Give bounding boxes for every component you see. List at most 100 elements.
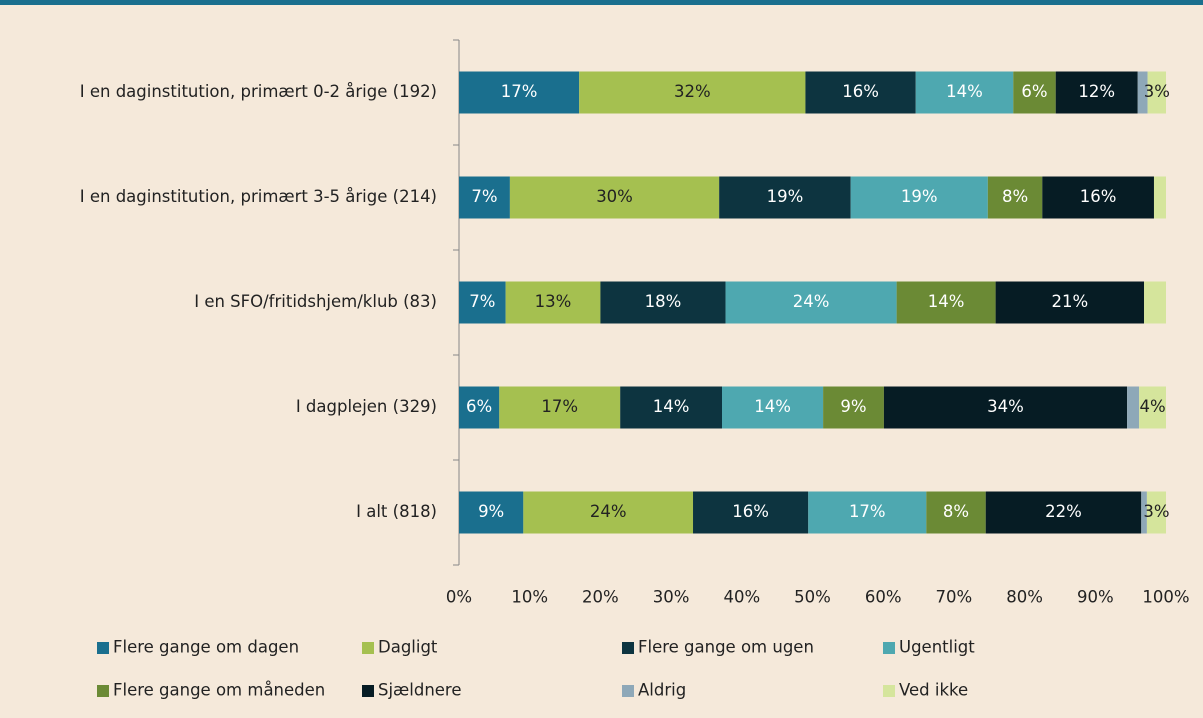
bar-segment [459,386,500,429]
bar-segment [883,386,1128,429]
bar-segment [1013,71,1056,114]
bar-segment [808,491,927,534]
data-label: 21% [1052,292,1089,311]
legend-swatch [883,685,895,697]
bar-segment [505,281,601,324]
bar-segment [1144,281,1166,324]
bar-segment [509,176,720,219]
bar-segment [805,71,916,114]
bar-segment [896,281,996,324]
bar-segment [1139,386,1166,429]
legend-label: Dagligt [378,638,438,657]
bar-segment [1055,71,1138,114]
bar-segment [459,176,510,219]
legend-swatch [362,685,374,697]
legend-label: Aldrig [638,681,686,700]
x-tick-label: 40% [723,588,760,607]
legend-label: Ugentligt [899,638,975,657]
category-label: I dagplejen (329) [296,397,437,416]
data-label: 16% [1080,187,1117,206]
bar-segment [1127,386,1140,429]
x-tick-label: 90% [1077,588,1114,607]
data-label: 22% [1045,502,1082,521]
data-label: 8% [943,502,969,521]
bar-segment [926,491,986,534]
bar-segment [1137,71,1148,114]
bar-segment [987,176,1043,219]
bar-segment [1153,176,1166,219]
legend-label: Ved ikke [899,681,968,700]
bar-segment [1141,491,1147,534]
bar-segment [693,491,809,534]
bar-segment [459,491,524,534]
data-label: 24% [590,502,627,521]
data-label: 19% [767,187,804,206]
data-label: 6% [1021,82,1047,101]
data-label: 14% [946,82,983,101]
data-label: 17% [849,502,886,521]
legend-swatch [97,642,109,654]
bar-segment [459,71,580,114]
data-label: 3% [1144,82,1170,101]
x-tick-label: 0% [446,588,472,607]
data-label: 34% [987,397,1024,416]
legend-swatch [622,685,634,697]
bar-segment [459,281,506,324]
x-tick-label: 50% [794,588,831,607]
bar-segment [1146,491,1166,534]
data-label: 14% [928,292,965,311]
data-label: 17% [501,82,538,101]
category-label: I en daginstitution, primært 3-5 årige (… [80,187,437,206]
data-label: 4% [1139,397,1165,416]
bar-segment [499,386,621,429]
data-label: 7% [469,292,495,311]
bar-segment [1147,71,1166,114]
bar-segment [1042,176,1154,219]
bar-segment [600,281,726,324]
legend-swatch [883,642,895,654]
data-label: 14% [653,397,690,416]
legend-label: Flere gange om måneden [113,681,325,700]
bar-segment [722,386,824,429]
x-tick-label: 10% [511,588,548,607]
legend-label: Sjældnere [378,681,462,700]
data-label: 13% [535,292,572,311]
bar-segment [620,386,723,429]
bar-segment [719,176,851,219]
category-label: I en SFO/fritidshjem/klub (83) [194,292,437,311]
bar-segment [995,281,1145,324]
data-label: 24% [793,292,830,311]
data-label: 17% [541,397,578,416]
legend-swatch [362,642,374,654]
data-label: 3% [1143,502,1169,521]
category-label: I en daginstitution, primært 0-2 årige (… [80,82,437,101]
bar-segment [985,491,1142,534]
data-label: 7% [471,187,497,206]
data-label: 19% [901,187,938,206]
x-tick-label: 20% [582,588,619,607]
category-label: I alt (818) [356,502,437,521]
x-tick-label: 80% [1006,588,1043,607]
legend-label: Flere gange om dagen [113,638,299,657]
data-label: 18% [645,292,682,311]
x-tick-label: 60% [865,588,902,607]
legend-label: Flere gange om ugen [638,638,814,657]
bar-segment [579,71,806,114]
x-tick-label: 100% [1142,588,1189,607]
legend-swatch [97,685,109,697]
top-border [0,0,1203,5]
bar-segment [725,281,897,324]
data-label: 16% [842,82,879,101]
bar-segment [915,71,1014,114]
data-label: 9% [478,502,504,521]
data-label: 8% [1002,187,1028,206]
bar-segment [823,386,884,429]
data-label: 14% [754,397,791,416]
data-label: 32% [674,82,711,101]
bar-segment [523,491,694,534]
data-label: 16% [732,502,769,521]
legend-swatch [622,642,634,654]
data-label: 30% [596,187,633,206]
bar-segment [850,176,988,219]
